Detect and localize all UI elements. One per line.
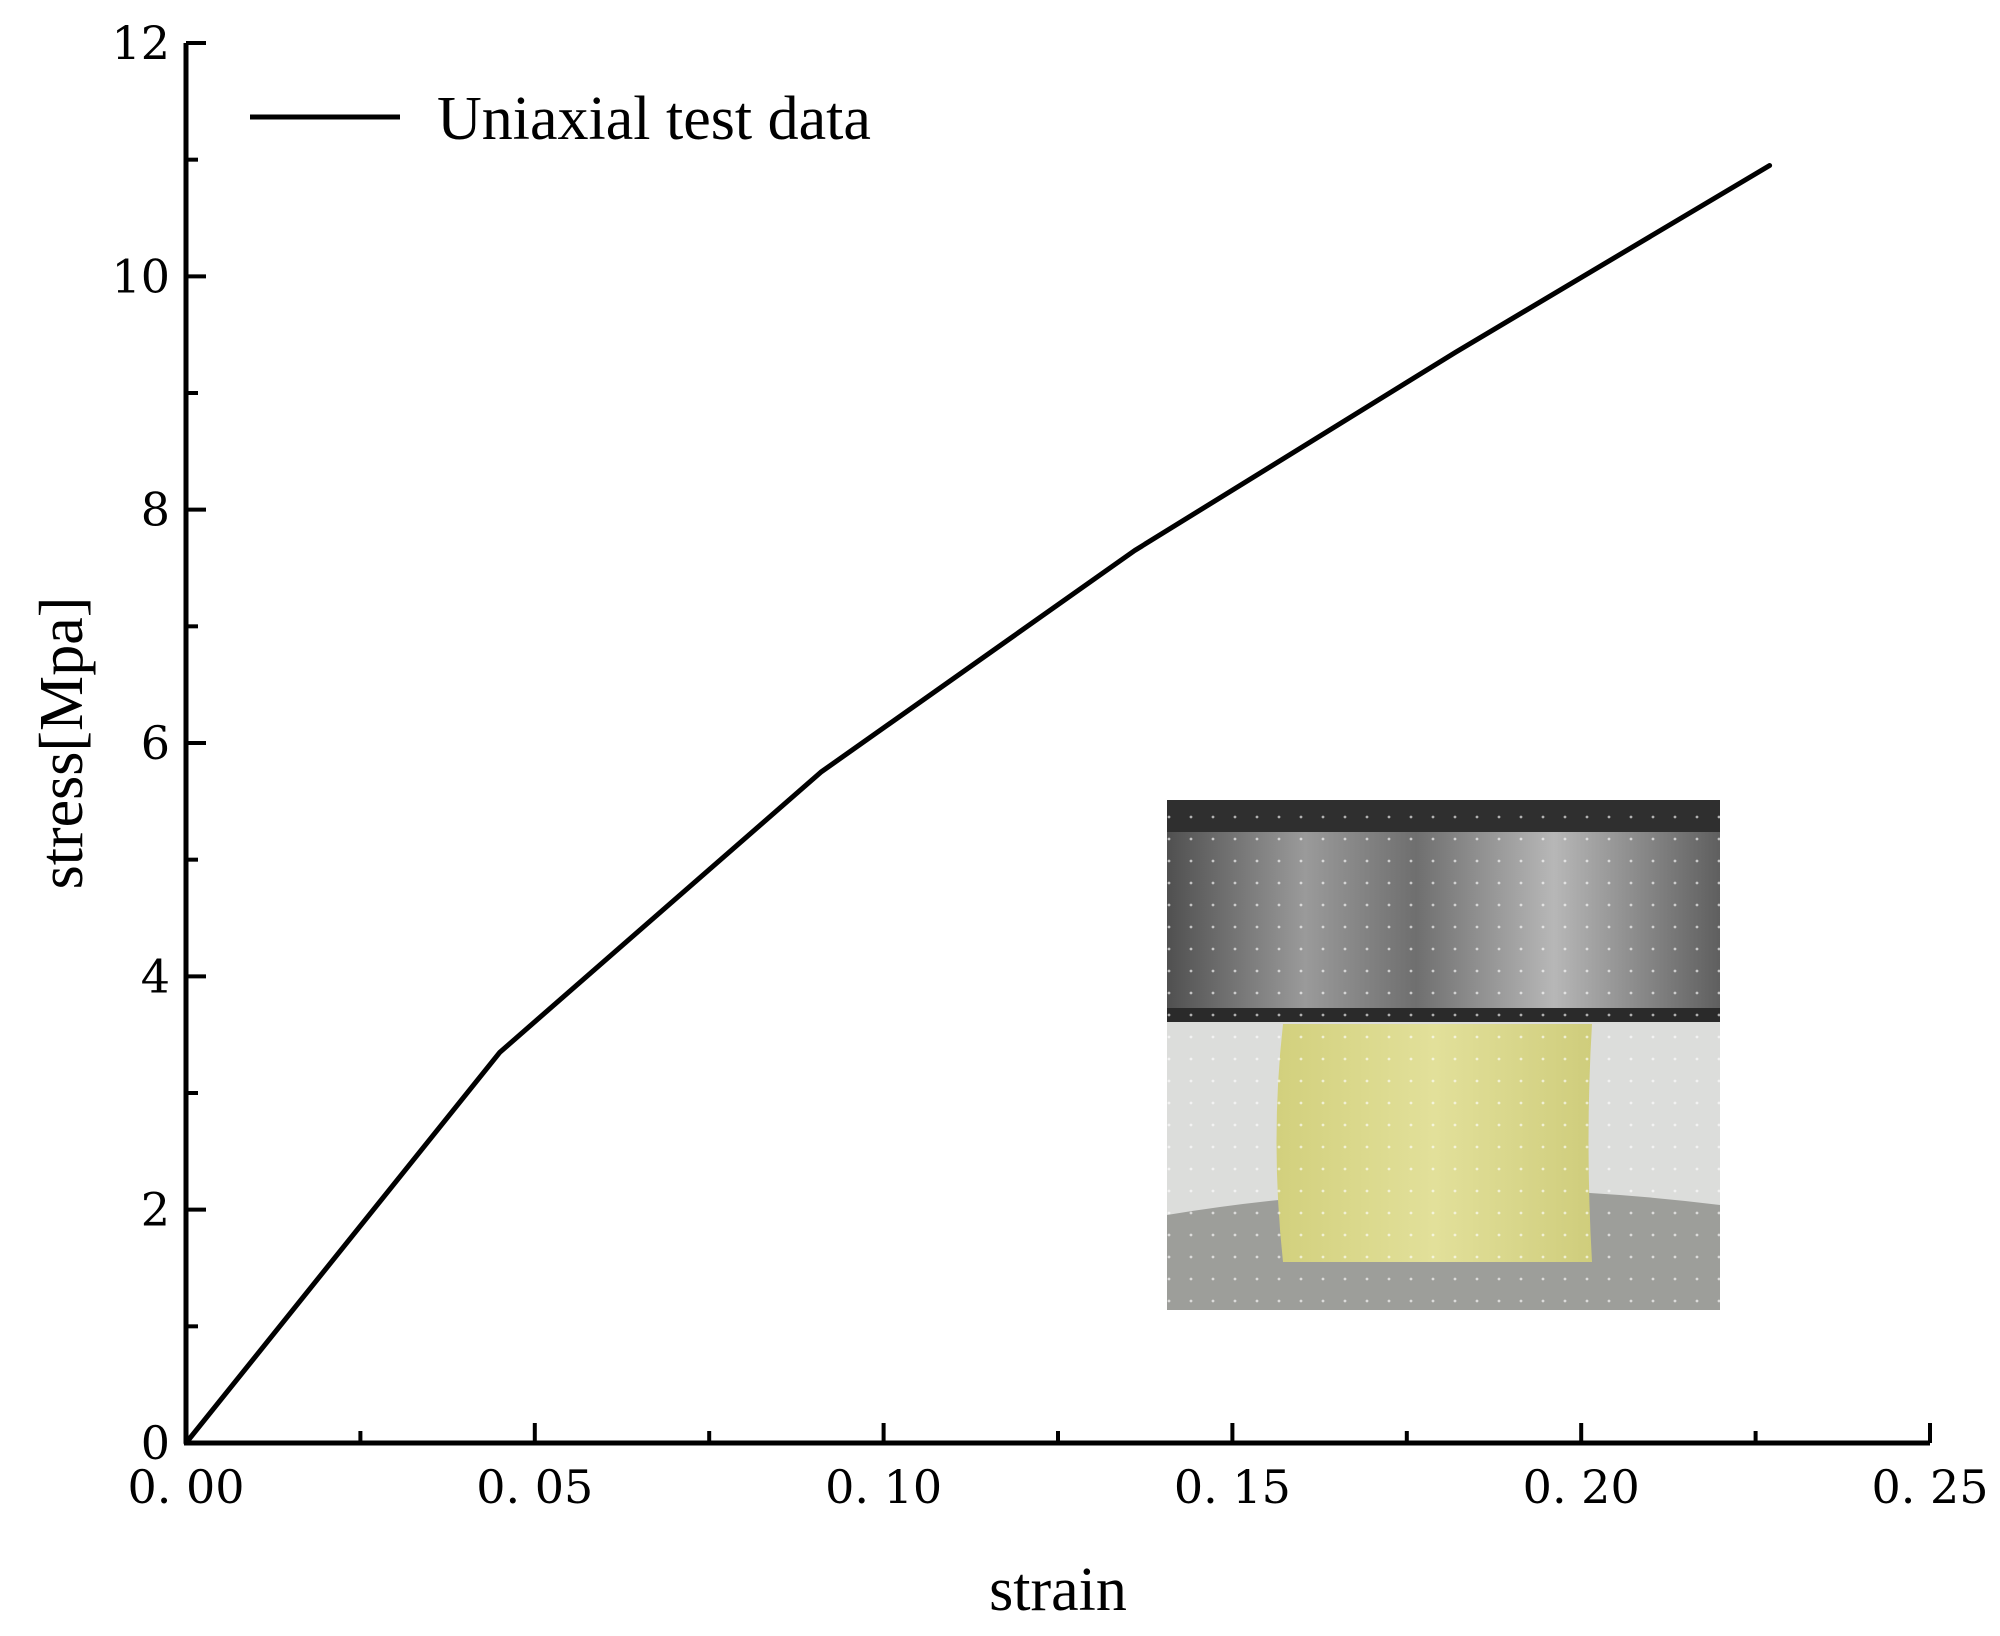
x-axis-ticks: 0. 00 0. 05 0. 10 0. 15 0. 20 0. 25 — [127, 1423, 1989, 1514]
y-tick-label: 12 — [111, 16, 170, 70]
legend-label: Uniaxial test data — [437, 85, 871, 153]
x-tick-label: 0. 25 — [1871, 1460, 1988, 1514]
y-tick-label: 8 — [141, 483, 170, 537]
inset-photo — [1167, 800, 1720, 1310]
x-tick-label: 0. 20 — [1523, 1460, 1640, 1514]
x-tick-label: 0. 10 — [825, 1460, 942, 1514]
y-tick-label: 4 — [141, 949, 170, 1003]
inset-dot-overlay — [1167, 800, 1720, 1310]
y-tick-label: 6 — [141, 716, 170, 770]
legend: Uniaxial test data — [250, 85, 871, 153]
series-group — [183, 163, 1773, 1446]
x-tick-label: 0. 05 — [476, 1460, 593, 1514]
y-tick-label: 0 — [141, 1416, 170, 1470]
series-line — [183, 163, 1773, 1446]
y-axis-ticks: 0 2 4 6 8 10 12 — [111, 16, 206, 1470]
y-tick-label: 10 — [111, 249, 170, 303]
y-axis-title: stress[Mpa] — [28, 597, 96, 890]
x-axis-title: strain — [989, 1556, 1127, 1624]
x-tick-label: 0. 00 — [127, 1460, 244, 1514]
x-tick-label: 0. 15 — [1174, 1460, 1291, 1514]
y-tick-label: 2 — [141, 1183, 170, 1237]
